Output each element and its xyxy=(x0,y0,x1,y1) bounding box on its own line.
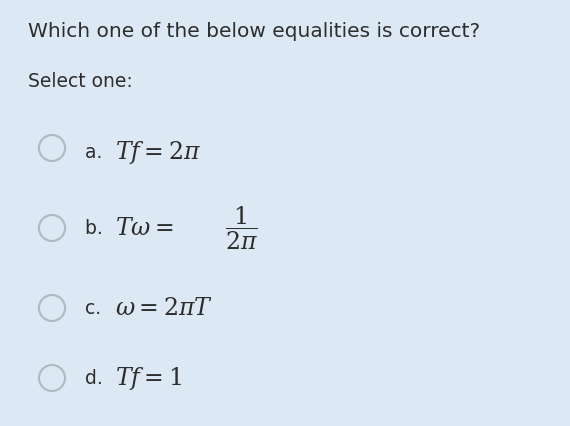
Text: $\omega = 2\pi \mathit{T}$: $\omega = 2\pi \mathit{T}$ xyxy=(115,296,213,320)
Text: Select one:: Select one: xyxy=(28,72,133,91)
Circle shape xyxy=(39,215,65,241)
Text: $\mathit{Tf} = 1$: $\mathit{Tf} = 1$ xyxy=(115,365,182,391)
Circle shape xyxy=(39,295,65,321)
Text: b.: b. xyxy=(85,219,109,238)
Text: $\mathit{T\omega} = $: $\mathit{T\omega} = $ xyxy=(115,216,174,240)
Text: a.: a. xyxy=(85,143,108,161)
Text: $\dfrac{1}{2\pi}$: $\dfrac{1}{2\pi}$ xyxy=(225,204,258,252)
Text: Which one of the below equalities is correct?: Which one of the below equalities is cor… xyxy=(28,22,480,41)
Circle shape xyxy=(39,365,65,391)
Text: c.: c. xyxy=(85,299,107,317)
Text: d.: d. xyxy=(85,368,109,388)
Circle shape xyxy=(39,135,65,161)
Text: $\mathit{Tf} = 2\pi$: $\mathit{Tf} = 2\pi$ xyxy=(115,138,201,165)
